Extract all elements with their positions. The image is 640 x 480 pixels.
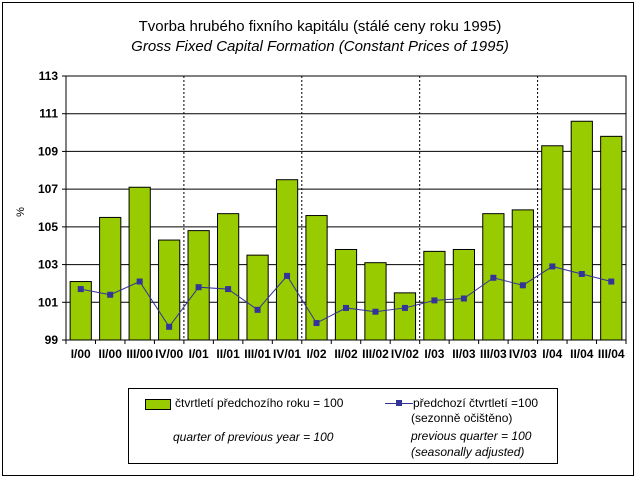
line-point [77,286,84,293]
x-tick-label: IV/01 [273,347,301,361]
y-tick-label: 107 [38,182,58,196]
line-point [313,320,320,327]
x-tick-label: IV/00 [155,347,183,361]
line-point [343,304,349,311]
x-tick-label: III/01 [244,347,271,361]
chart-subtitle: Gross Fixed Capital Formation (Constant … [131,38,509,55]
bar [423,250,446,341]
legend-line-marker [396,400,402,406]
x-tick-label: I/03 [424,347,444,361]
legend-bar-label: čtvrtletí předchozího roku = 100 [175,396,344,410]
legend-line-note-en: (seasonally adjusted) [411,445,525,459]
x-tick-label: I/02 [307,347,327,361]
x-tick-label: IV/03 [509,347,537,361]
bar [246,254,269,341]
y-tick-label: 101 [38,295,58,309]
x-tick-label: III/03 [480,347,507,361]
legend-line-note: (sezonně očištěno) [411,411,513,425]
line-point [254,306,261,313]
line-point [490,274,497,281]
legend: čtvrtletí předchozího roku = 100 quarter… [128,388,558,464]
legend-line-label-en: previous quarter = 100 [411,429,532,443]
bar [216,213,240,341]
line-point [284,272,291,279]
plot-border [65,75,627,341]
bar [452,248,476,341]
line-point [372,308,379,315]
legend-bar-swatch [145,399,171,410]
x-tick-labels: I/00 II/00 III/00 IV/00 I/01 II/01 III/01 IV/01… [71,347,625,361]
y-tick-label: 113 [39,69,59,83]
y-axis-label: % [15,207,27,217]
line-point [166,323,173,330]
line-point [608,278,615,285]
line-point [519,282,526,289]
axes [62,75,627,344]
bar [334,248,358,341]
line-point [578,271,585,277]
line-point [401,304,408,311]
bar [600,135,623,341]
x-tick-label: II/03 [452,347,476,361]
x-tick-label: III/04 [598,347,625,361]
bar [99,216,122,341]
legend-line-label: předchozí čtvrtletí =100 [413,396,539,410]
y-tick-labels: 99 101 103 105 107 109 111 113 [38,69,58,347]
x-tick-label: II/00 [99,347,123,361]
line-series [77,263,615,330]
y-tick-label: 111 [39,107,58,121]
line-point [549,263,556,270]
chart-title: Tvorba hrubého fixního kapitálu (stálé c… [138,18,502,35]
x-tick-label: I/00 [71,347,91,361]
y-tick-label: 109 [38,144,58,158]
line-point [460,295,467,302]
line-point [195,284,202,291]
x-tick-label: I/01 [189,347,209,361]
bar [275,179,299,341]
x-tick-label: IV/02 [391,347,419,361]
bar [570,120,593,341]
line-point [225,286,232,293]
bar [511,209,534,341]
bar-series [69,120,623,341]
x-tick-label: III/00 [126,347,153,361]
x-tick-label: II/04 [570,347,594,361]
y-tick-label: 105 [38,220,58,234]
bar [541,145,564,341]
y-tick-label: 99 [45,333,59,347]
bar [364,262,387,341]
legend-bar-label-en: quarter of previous year = 100 [173,430,334,444]
bar [128,186,151,341]
y-tick-label: 103 [38,258,58,272]
line-point [107,291,114,298]
x-tick-label: II/02 [334,347,358,361]
line-point [136,278,143,285]
bar [393,292,417,341]
line-point [431,297,438,304]
x-tick-label: III/02 [362,347,389,361]
x-tick-label: I/04 [542,347,562,361]
x-tick-label: II/01 [216,347,240,361]
